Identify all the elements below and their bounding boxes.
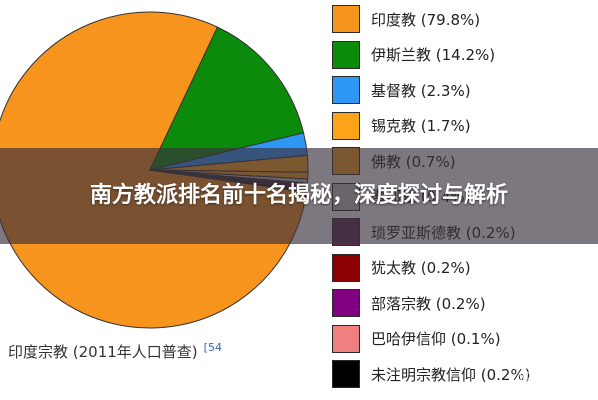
legend-item: 锡克教 (1.7%) bbox=[332, 111, 598, 140]
legend-label: 伊斯兰教 (14.2%) bbox=[371, 46, 496, 64]
reference-link[interactable]: [54 bbox=[203, 341, 222, 354]
legend-swatch bbox=[332, 5, 360, 33]
watermark: @正阳卡号 bbox=[518, 369, 584, 383]
legend-item: 部落宗教 (0.2%) bbox=[332, 289, 598, 317]
legend-label: 犹太教 (0.2%) bbox=[371, 259, 471, 277]
title-banner: 南方教派排名前十名揭秘，深度探讨与解析 bbox=[0, 148, 598, 244]
caption-text: 印度宗教 (2011年人口普查) bbox=[8, 343, 198, 361]
pie-slice-0 bbox=[0, 11, 308, 329]
legend-label: 未注明宗教信仰 (0.2%) bbox=[371, 365, 531, 384]
legend-item: 未注明宗教信仰 (0.2%) bbox=[332, 360, 598, 388]
legend-swatch bbox=[332, 40, 360, 69]
legend-label: 巴哈伊信仰 (0.1%) bbox=[371, 330, 501, 348]
legend-swatch bbox=[332, 253, 360, 282]
article-title: 南方教派排名前十名揭秘，深度探讨与解析 bbox=[89, 183, 508, 208]
legend-swatch bbox=[332, 360, 360, 388]
legend-swatch bbox=[332, 324, 360, 353]
legend-item: 印度教 (79.8%) bbox=[332, 5, 598, 33]
legend-item: 巴哈伊信仰 (0.1%) bbox=[332, 324, 598, 353]
chart-caption: 印度宗教 (2011年人口普查) [54 bbox=[8, 341, 222, 362]
pie-slice-1 bbox=[149, 26, 305, 171]
legend-swatch bbox=[332, 76, 360, 104]
legend-label: 基督教 (2.3%) bbox=[371, 81, 471, 100]
legend-swatch bbox=[332, 289, 360, 317]
legend-item: 基督教 (2.3%) bbox=[332, 76, 598, 104]
legend-item: 伊斯兰教 (14.2%) bbox=[332, 40, 598, 69]
legend-swatch bbox=[332, 111, 360, 140]
legend-item: 犹太教 (0.2%) bbox=[332, 253, 598, 282]
legend-label: 锡克教 (1.7%) bbox=[371, 117, 471, 135]
legend-label: 部落宗教 (0.2%) bbox=[371, 294, 486, 313]
legend-label: 印度教 (79.8%) bbox=[371, 10, 481, 29]
